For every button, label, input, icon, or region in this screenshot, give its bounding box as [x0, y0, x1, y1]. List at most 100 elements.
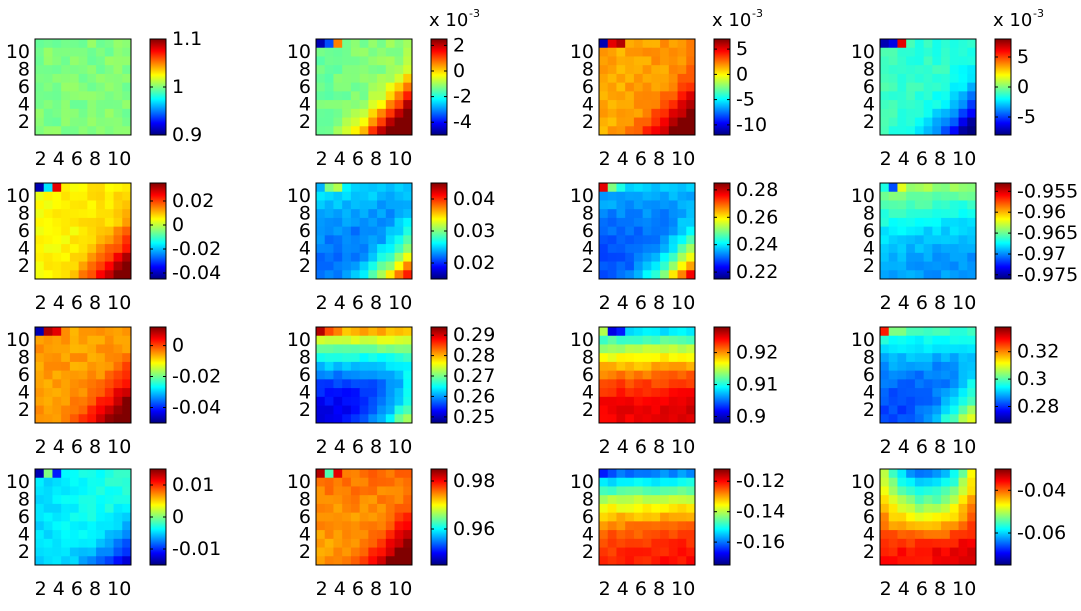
heatmap-cell: [949, 65, 959, 75]
heatmap-cell: [607, 477, 617, 487]
heatmap-cell: [941, 252, 951, 262]
heatmap-cell: [668, 117, 678, 127]
heatmap-cell: [923, 100, 933, 110]
heatmap-cell: [914, 183, 925, 193]
heatmap-cell: [642, 126, 652, 136]
heatmap-cell: [668, 100, 678, 110]
heatmap-cell: [359, 108, 369, 118]
heatmap-cell: [385, 353, 395, 363]
heatmap-cell: [932, 226, 942, 236]
heatmap-cell: [932, 65, 942, 75]
y-tick-label: 4: [582, 524, 594, 546]
heatmap-cell: [368, 244, 378, 254]
x-tick-labels: 2 4 6 8 10: [880, 436, 977, 458]
heatmap-cell: [350, 521, 361, 531]
heatmap-cell: [403, 91, 413, 101]
heatmap-cell: [333, 217, 343, 228]
heatmap-cell: [625, 396, 635, 406]
heatmap-cell: [625, 405, 635, 415]
heatmap-cell: [43, 126, 53, 136]
heatmap-cell: [87, 556, 97, 566]
heatmap-cell: [607, 353, 617, 363]
heatmap-cell: [958, 335, 968, 345]
heatmap-cell: [78, 335, 88, 345]
heatmap-cell: [96, 414, 106, 424]
heatmap-cell: [104, 56, 114, 66]
heatmap-cell: [967, 244, 977, 254]
heatmap-cell: [43, 405, 53, 415]
heatmap-cell: [958, 65, 968, 75]
heatmap-cell: [350, 477, 361, 487]
heatmap-cell: [642, 91, 652, 101]
heatmap-cell: [897, 244, 907, 254]
heatmap-cell: [914, 73, 925, 84]
y-tick-label: 4: [299, 524, 311, 546]
heatmap-cell: [949, 217, 959, 228]
heatmap-cell: [923, 335, 933, 345]
heatmap-cell: [69, 217, 80, 228]
heatmap-cell: [43, 217, 53, 228]
heatmap-cell: [642, 200, 652, 210]
heatmap-cell: [616, 370, 626, 380]
heatmap-cell: [932, 495, 942, 505]
heatmap-cell: [660, 226, 670, 236]
heatmap-cell: [677, 117, 687, 127]
heatmap-cell: [368, 486, 378, 496]
heatmap-cell: [967, 235, 977, 245]
heatmap-cell: [625, 39, 635, 49]
colorbar: [431, 183, 447, 279]
heatmap-cell: [122, 379, 132, 389]
heatmap-cell: [677, 486, 687, 496]
heatmap-cell: [87, 244, 97, 254]
heatmap-cell: [888, 477, 898, 487]
heatmap-cell: [385, 39, 395, 49]
heatmap-cell: [880, 108, 890, 118]
plot-frame: [34, 326, 132, 424]
heatmap-cell: [932, 556, 942, 566]
heatmap-cell: [897, 379, 907, 389]
heatmap-cell: [599, 65, 609, 75]
heatmap-cell: [888, 82, 898, 92]
heatmap-cell: [668, 538, 678, 548]
heatmap-cell: [914, 39, 925, 49]
heatmap-cell: [96, 512, 106, 522]
heatmap-cell: [941, 65, 951, 75]
heatmap-cell: [87, 512, 97, 522]
heatmap-cell: [897, 226, 907, 236]
heatmap-cell: [69, 39, 80, 49]
heatmap-cell: [96, 100, 106, 110]
heatmap-cell: [914, 370, 925, 380]
colorbar-tick-label: -10: [736, 114, 767, 136]
heatmap-cell: [43, 261, 53, 271]
heatmap-cell: [967, 521, 977, 531]
heatmap-cell: [660, 100, 670, 110]
heatmap-cell: [368, 405, 378, 415]
heatmap-cell: [880, 56, 890, 66]
y-tick-label: 10: [851, 185, 875, 207]
heatmap-cell: [607, 512, 617, 522]
heatmap-cell: [932, 547, 942, 557]
colorbar-tick-label: 0: [736, 63, 748, 85]
heatmap-cell: [359, 344, 369, 354]
x-tick-labels: 2 4 6 8 10: [880, 148, 977, 170]
heatmap-cell: [96, 538, 106, 548]
heatmap-cell: [113, 335, 123, 345]
heatmap-cell: [359, 56, 369, 66]
heatmap-cell: [96, 108, 106, 118]
heatmap-cell: [342, 183, 352, 193]
heatmap-cell: [69, 530, 80, 540]
heatmap-cell: [932, 261, 942, 271]
heatmap-cell: [122, 126, 132, 136]
y-tick-label: 8: [582, 347, 594, 369]
heatmap-cell: [607, 361, 617, 372]
heatmap-cell: [43, 370, 53, 380]
heatmap-cell: [342, 270, 352, 280]
heatmap-cell: [43, 469, 53, 479]
heatmap-cell: [660, 65, 670, 75]
heatmap-cells: [599, 39, 696, 136]
heatmap-cell: [607, 82, 617, 92]
heatmap-cell: [377, 47, 387, 57]
heatmap-cell: [52, 477, 62, 487]
heatmap-cell: [69, 405, 80, 415]
heatmap-cell: [342, 235, 352, 245]
